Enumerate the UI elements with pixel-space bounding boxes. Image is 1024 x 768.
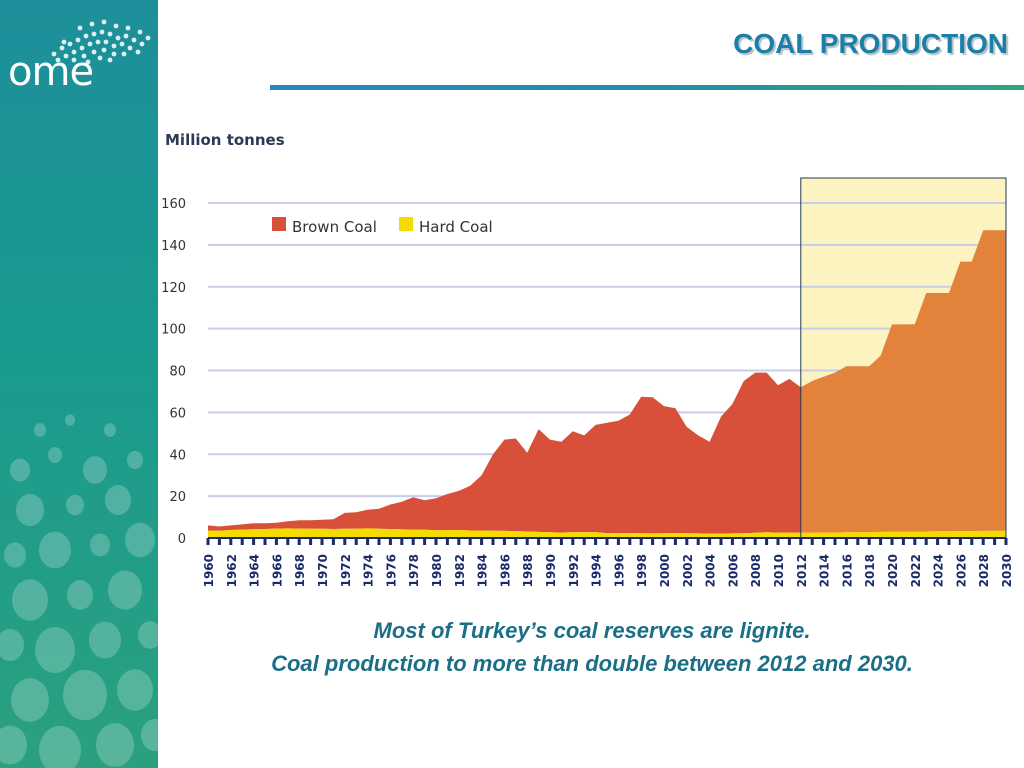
x-tick-label: 1992 xyxy=(567,554,581,587)
x-tick-label: 1994 xyxy=(590,554,604,587)
x-tick-label: 2028 xyxy=(977,554,991,587)
map-dots-icon xyxy=(51,19,151,65)
title-divider xyxy=(270,85,1024,90)
y-tick-label: 40 xyxy=(169,448,186,463)
y-tick-label: 120 xyxy=(161,281,186,296)
x-tick-label: 2024 xyxy=(932,554,946,587)
x-tick-label: 2030 xyxy=(1000,554,1014,587)
x-tick-label: 2010 xyxy=(772,554,786,587)
y-axis-label: Million tonnes xyxy=(165,131,285,149)
x-tick-label: 1984 xyxy=(476,554,490,587)
x-tick-label: 2014 xyxy=(818,554,832,587)
y-tick-label: 0 xyxy=(178,532,186,547)
caption-line-2: Coal production to more than double betw… xyxy=(271,651,913,676)
caption-line-1: Most of Turkey’s coal reserves are ligni… xyxy=(373,618,811,643)
y-tick-label: 140 xyxy=(161,239,186,254)
y-tick-label: 60 xyxy=(169,406,186,421)
legend-swatch xyxy=(399,217,413,231)
x-tick-label: 2020 xyxy=(886,554,900,587)
brown-coal-area-historical xyxy=(208,372,801,534)
x-tick-label: 1974 xyxy=(362,554,376,587)
coal-production-chart: 0 20 40 60 80 100 120 140 160 Million tonnes 1960 1… xyxy=(161,131,1014,587)
x-tick-label: 2002 xyxy=(681,554,695,587)
x-tick-label: 1978 xyxy=(407,554,421,587)
x-tick-label: 2012 xyxy=(795,554,809,587)
caption: Most of Turkey’s coal reserves are ligni… xyxy=(160,614,1024,680)
x-tick-label: 1972 xyxy=(339,554,353,587)
y-tick-label: 160 xyxy=(161,197,186,212)
x-tick-label: 1968 xyxy=(293,554,307,587)
legend-label: Brown Coal xyxy=(292,218,377,236)
legend-label: Hard Coal xyxy=(419,218,493,236)
x-tick-label: 1966 xyxy=(270,554,284,587)
x-tick-label: 2004 xyxy=(704,554,718,587)
page-title: COAL PRODUCTION xyxy=(733,28,1008,59)
x-tick-label: 2016 xyxy=(840,554,854,587)
x-tick-label: 1988 xyxy=(521,554,535,587)
x-tick-label: 2000 xyxy=(658,554,672,587)
x-tick-label: 1990 xyxy=(544,554,558,587)
decorative-bubbles xyxy=(0,414,158,768)
x-tick-label: 2026 xyxy=(954,554,968,587)
x-tick-label: 2018 xyxy=(863,554,877,587)
x-tick-label: 1964 xyxy=(248,554,262,587)
x-tick-label: 1982 xyxy=(453,554,467,587)
sidebar-banner: ome xyxy=(0,0,158,768)
x-tick-label: 2022 xyxy=(909,554,923,587)
hard-coal-area xyxy=(208,528,1006,538)
x-tick-label: 1996 xyxy=(612,554,626,587)
x-tick-label: 1976 xyxy=(384,554,398,587)
brown-coal-area-projection xyxy=(800,230,1006,533)
x-tick-label: 1980 xyxy=(430,554,444,587)
x-tick-label: 2008 xyxy=(749,554,763,587)
x-tick-label: 1960 xyxy=(202,554,216,587)
y-tick-label: 20 xyxy=(169,490,186,505)
x-tick-label: 1970 xyxy=(316,554,330,587)
y-tick-label: 100 xyxy=(161,323,186,338)
y-tick-label: 80 xyxy=(169,365,186,380)
x-tick-label: 1998 xyxy=(635,554,649,587)
x-tick-label: 2006 xyxy=(726,554,740,587)
legend-swatch xyxy=(272,217,286,231)
x-tick-label: 1962 xyxy=(225,554,239,587)
x-tick-label: 1986 xyxy=(498,554,512,587)
logo: ome xyxy=(8,49,94,95)
